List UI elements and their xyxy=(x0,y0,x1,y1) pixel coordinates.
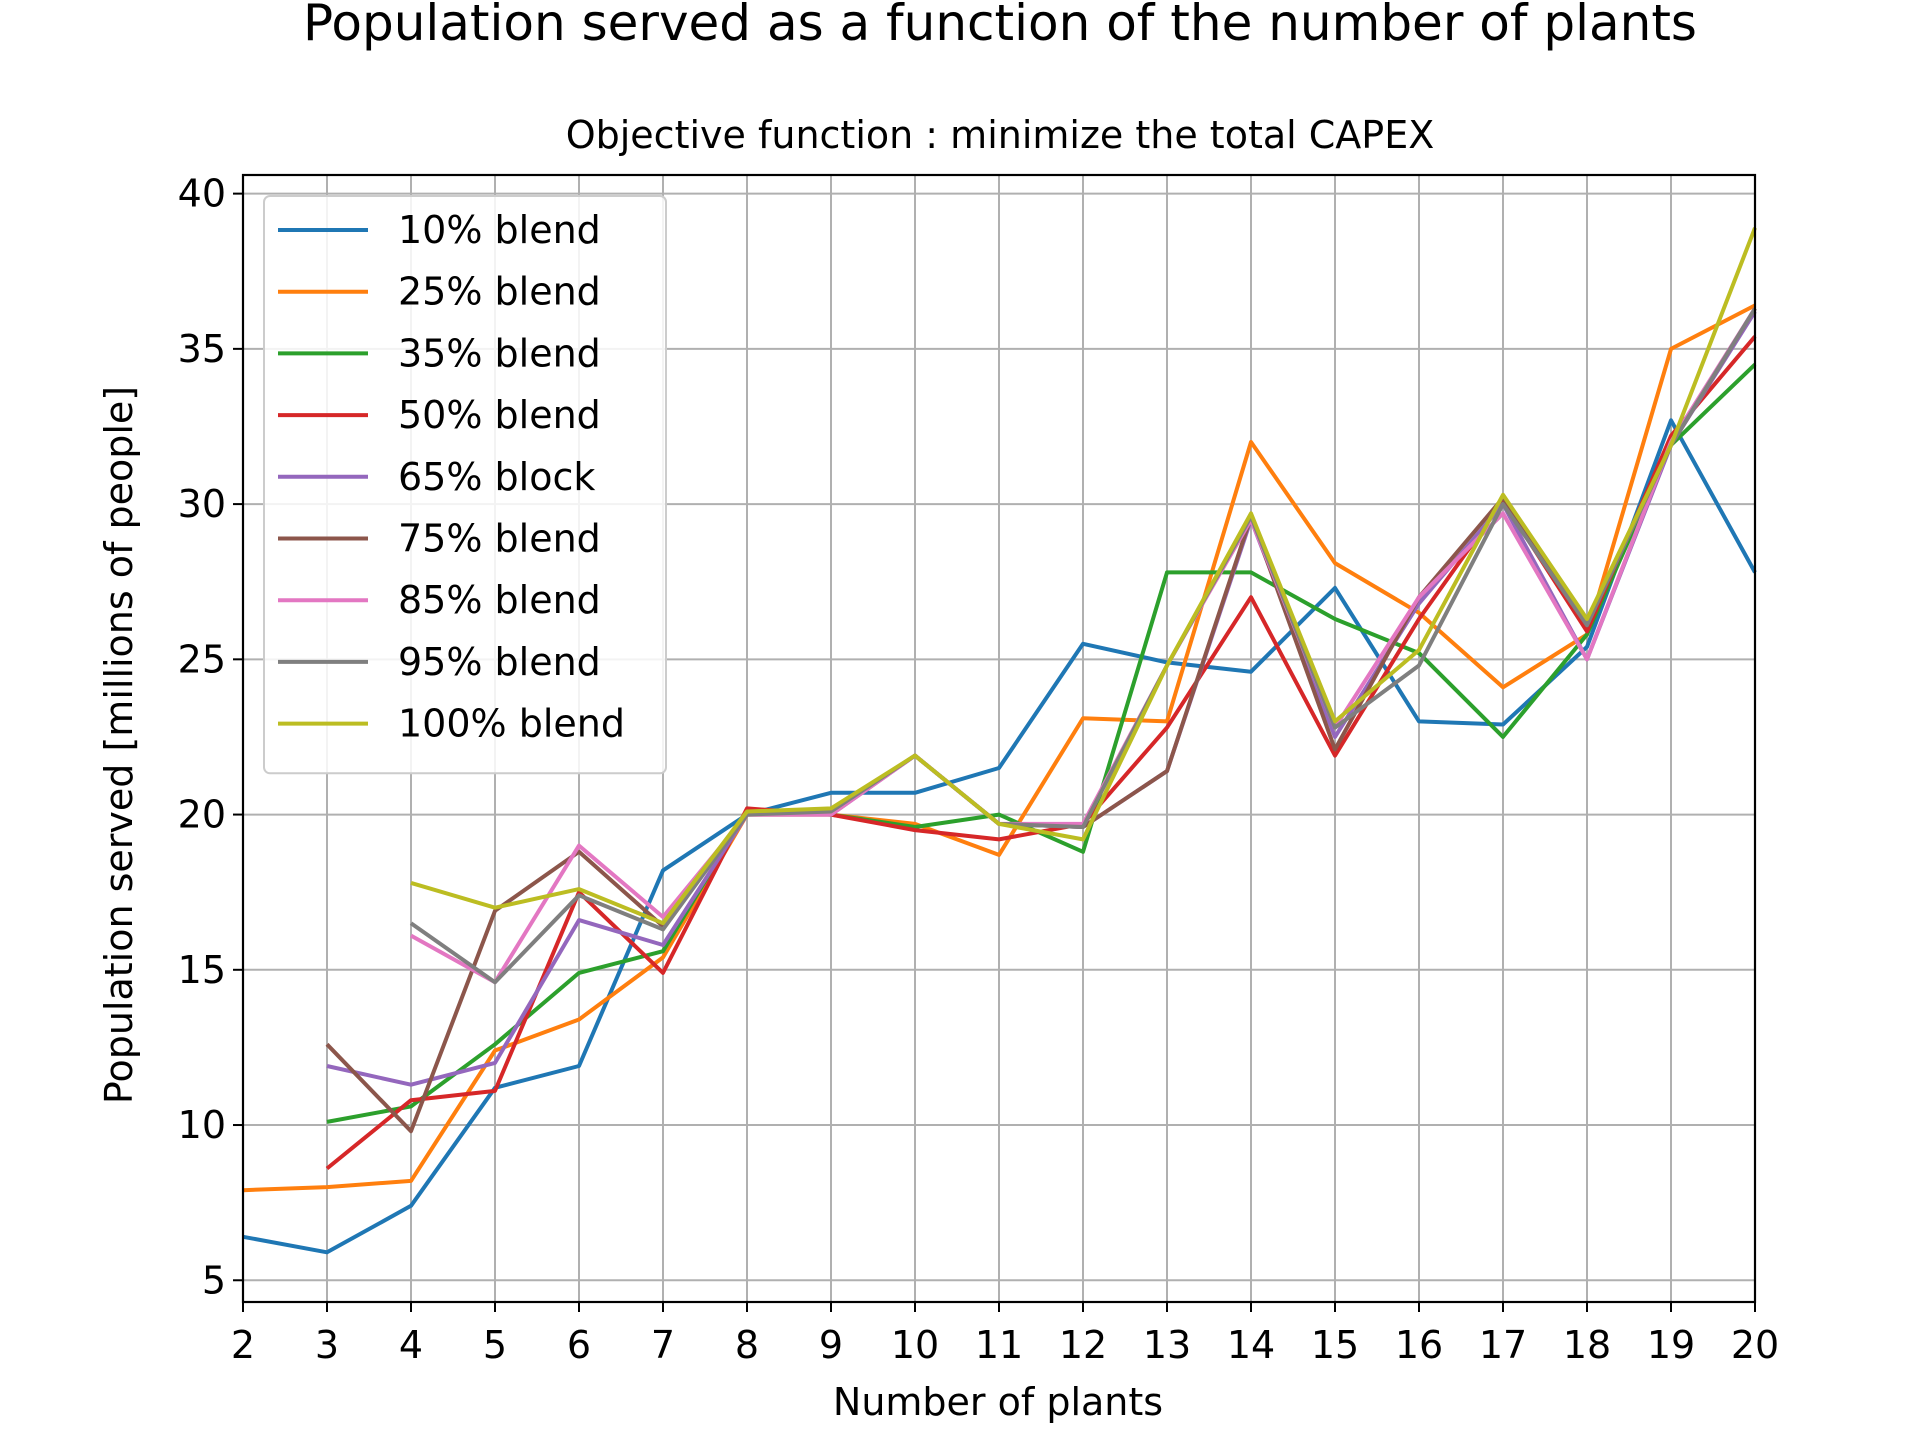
x-tick-label: 16 xyxy=(1395,1323,1443,1367)
chart-subtitle: Objective function : minimize the total … xyxy=(566,113,1435,157)
chart-title: Population served as a function of the n… xyxy=(303,0,1697,52)
x-tick-label: 3 xyxy=(315,1323,339,1367)
x-tick-label: 9 xyxy=(819,1323,843,1367)
x-tick-label: 13 xyxy=(1143,1323,1191,1367)
legend-label: 50% blend xyxy=(398,393,601,437)
x-tick-label: 6 xyxy=(567,1323,591,1367)
y-tick-label: 10 xyxy=(178,1103,226,1147)
series-line xyxy=(242,303,1756,1193)
y-tick-label: 25 xyxy=(178,637,226,681)
legend-box xyxy=(263,195,667,775)
y-axis-ticks: 5 10 15 20 25 30 35 40 xyxy=(178,172,243,1302)
y-tick-label: 5 xyxy=(202,1258,226,1302)
legend-label: 35% blend xyxy=(398,331,601,375)
chart-legend: 10% blend 25% blend 35% blend 50% blend 65% … xyxy=(263,195,667,775)
x-tick-label: 18 xyxy=(1563,1323,1611,1367)
legend-label: 25% blend xyxy=(398,270,601,314)
y-tick-label: 20 xyxy=(178,793,226,837)
x-tick-label: 2 xyxy=(231,1323,255,1367)
x-tick-label: 12 xyxy=(1059,1323,1107,1367)
x-tick-label: 8 xyxy=(735,1323,759,1367)
x-tick-label: 10 xyxy=(891,1323,939,1367)
legend-label: 100% blend xyxy=(398,702,625,746)
legend-label: 95% blend xyxy=(398,640,601,684)
legend-label: 75% blend xyxy=(398,517,601,561)
x-tick-label: 15 xyxy=(1311,1323,1359,1367)
x-tick-label: 5 xyxy=(483,1323,507,1367)
x-tick-label: 7 xyxy=(651,1323,675,1367)
x-tick-label: 4 xyxy=(399,1323,423,1367)
y-tick-label: 30 xyxy=(178,482,226,526)
x-tick-label: 11 xyxy=(975,1323,1023,1367)
series-lines xyxy=(242,227,1757,1255)
x-tick-label: 17 xyxy=(1479,1323,1527,1367)
x-axis-label: Number of plants xyxy=(833,1380,1163,1424)
legend-label: 10% blend xyxy=(398,208,601,252)
series-line xyxy=(409,307,1757,985)
legend-label: 85% blend xyxy=(398,578,601,622)
legend-label: 65% block xyxy=(398,455,595,499)
x-tick-label: 20 xyxy=(1731,1323,1779,1367)
x-tick-label: 19 xyxy=(1647,1323,1695,1367)
series-line xyxy=(410,227,1757,926)
y-tick-label: 15 xyxy=(178,948,226,992)
y-tick-label: 40 xyxy=(178,172,226,216)
x-axis-ticks: 2 3 4 5 6 7 8 9 10 11 12 13 14 15 16 17 18 19 20 xyxy=(231,1302,1779,1367)
y-tick-label: 35 xyxy=(178,327,226,371)
y-axis-label: Population served [millions of people] xyxy=(97,386,141,1104)
x-tick-label: 14 xyxy=(1227,1323,1275,1367)
